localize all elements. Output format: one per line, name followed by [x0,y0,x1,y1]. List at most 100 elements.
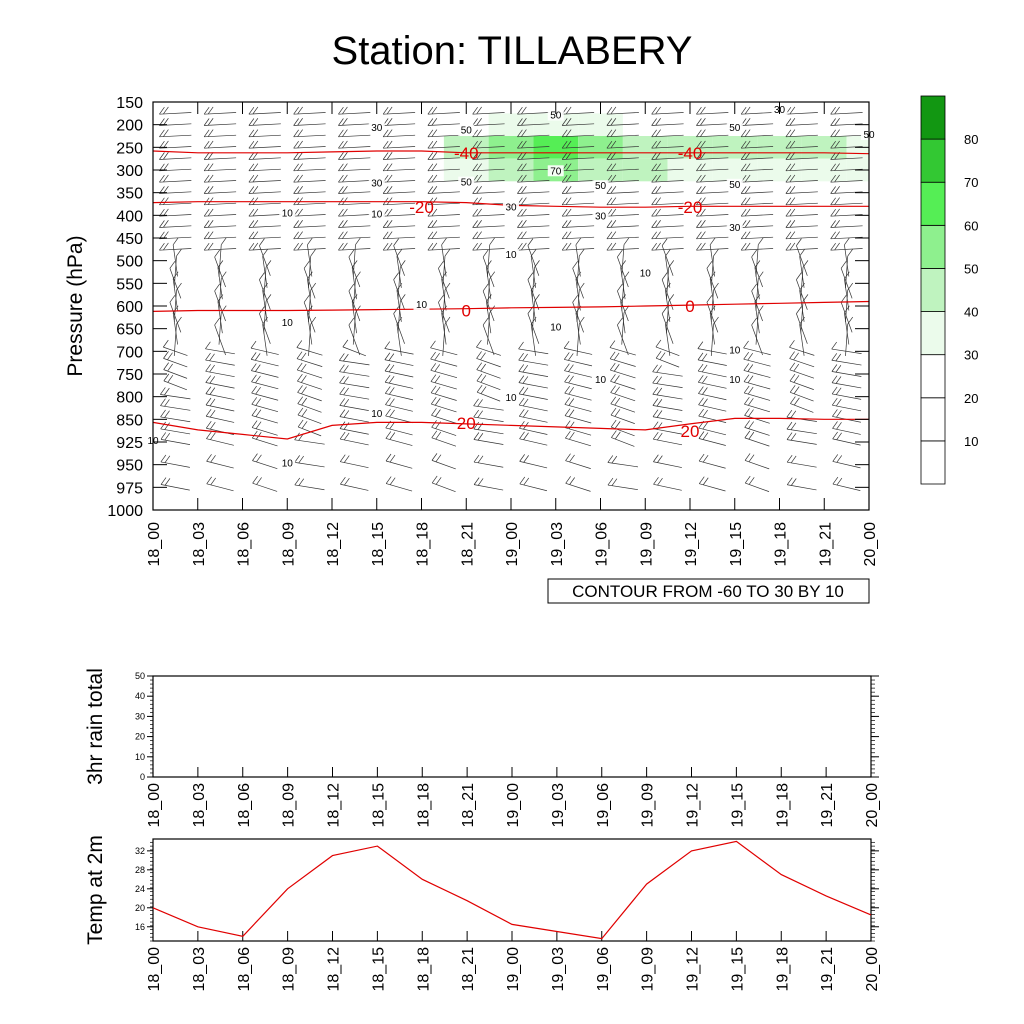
wind-barb-flag [610,407,617,416]
wind-barb-flag [209,353,215,362]
wind-barb-flag [172,271,179,280]
wind-barb [787,461,817,468]
wind-barb [696,214,729,217]
wind-barb-flag [339,409,346,417]
wind-barb-flag [696,163,702,172]
speed-contour-label: 10 [640,268,652,279]
wind-barb [431,414,457,424]
wind-barb-flag [217,260,224,268]
wind-barb-flag [176,316,182,325]
wind-barb [293,214,326,217]
wind-barb [251,370,279,378]
wind-barb [160,416,191,423]
wind-barb [621,278,625,311]
contour-label-bg [503,201,519,213]
wind-barb-flag [482,249,489,258]
wind-barb-flag [435,477,442,485]
wind-barb [204,202,237,206]
wind-barb-flag [301,409,308,417]
wind-barb-flag [564,397,571,405]
wind-barb-flag [830,163,836,172]
wind-barb-flag [785,174,792,183]
wind-barb [204,134,237,138]
wind-barb-flag [656,432,663,441]
wind-barb-flag [652,421,659,429]
x-tick-label: 19_00 [504,522,521,567]
y-tick-label: 950 [116,458,143,475]
temp-contour-label: -20 [678,198,703,217]
wind-barb-flag [472,118,478,126]
wind-barb-flag [700,118,706,126]
wind-barb-flag [519,476,526,485]
wind-barb-flag [343,455,350,463]
wind-barb-flag [740,140,747,149]
wind-barb [352,312,356,345]
x-tick-label: 18_03 [191,783,208,828]
wind-barb-flag [610,197,617,205]
wind-barb-flag [696,186,702,194]
wind-barb-flag [518,375,525,383]
wind-barb-flag [521,186,527,194]
wind-barb [160,461,190,468]
wind-barb-flag [384,375,391,383]
wind-barb-flag [518,352,524,361]
wind-barb [572,268,584,299]
wind-barb-flag [248,186,255,194]
wind-barb-flag [521,118,527,126]
wind-barb [564,415,592,424]
wind-barb [785,157,818,160]
wind-barb-flag [521,140,527,149]
wind-barb [206,460,234,469]
temp-contour-label: 0 [462,302,471,321]
wind-barb-flag [427,174,434,183]
wind-barb-flag [651,163,657,172]
wind-barb-flag [343,410,350,418]
wind-barb-flag [384,352,391,360]
wind-barb [755,244,759,277]
wind-barb-flag [696,140,702,149]
wind-barb-flag [651,106,657,115]
x-tick-label: 19_12 [683,522,700,567]
wind-barb-flag [207,186,214,194]
x-tick-label: 18_21 [460,783,477,828]
wind-barb-flag [293,242,299,251]
wind-barb [744,427,770,436]
wind-barb-flag [617,249,623,258]
wind-barb-flag [785,231,792,240]
wind-barb-flag [342,220,348,228]
shade-cell [801,158,847,182]
wind-barb-flag [172,237,179,246]
wind-barb [204,248,237,251]
wind-barb [442,256,446,288]
wind-barb [250,347,279,355]
wind-barb [661,279,674,310]
wind-barb-flag [655,186,661,194]
wind-barb-flag [789,385,796,393]
wind-barb-flag [384,386,391,394]
wind-barb [517,168,550,172]
wind-barb [217,267,223,300]
wind-barb-flag [342,339,349,348]
wind-barb [741,146,774,149]
wind-barb-flag [572,261,578,269]
wind-barb-flag [623,271,630,279]
wind-barb-flag [744,208,751,217]
wind-barb-flag [700,174,706,183]
wind-barb-flag [830,220,836,228]
wind-barb-flag [609,351,616,360]
wind-barb [741,214,774,217]
contour-label-bg [726,221,743,233]
wind-barb [205,404,235,412]
wind-barb [427,248,460,251]
wind-barb-flag [427,231,434,240]
wind-barb [441,244,447,277]
wind-barb-flag [659,352,666,360]
wind-barb-flag [830,208,836,217]
y-tick-label: 20 [135,732,145,742]
wind-barb-flag [310,316,317,325]
wind-barb [610,380,636,390]
wind-barb-flag [835,376,842,384]
wind-barb [844,244,850,277]
wind-barb-flag [789,197,796,205]
wind-barb-flag [789,351,795,359]
